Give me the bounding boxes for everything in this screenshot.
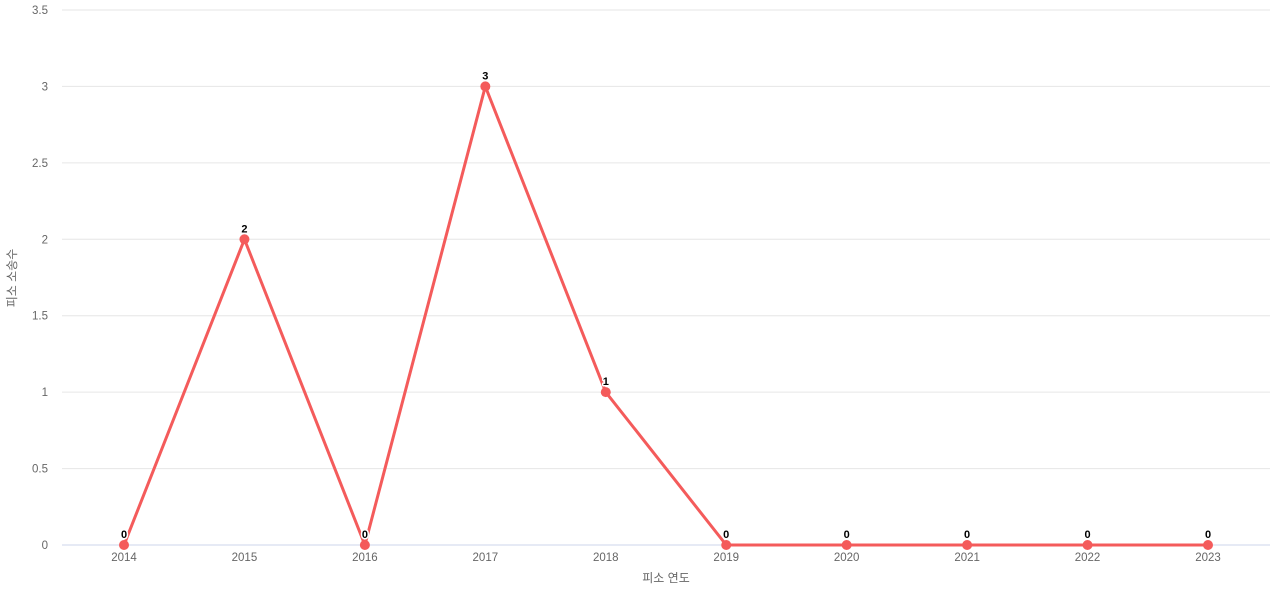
data-point-label: 0 xyxy=(964,529,970,541)
data-point-marker xyxy=(239,234,250,245)
data-point-label: 0 xyxy=(723,529,729,541)
y-tick-label: 1.5 xyxy=(32,311,48,323)
data-point-marker xyxy=(841,540,852,550)
data-point-marker xyxy=(721,540,732,550)
data-point-label: 0 xyxy=(844,529,850,541)
x-tick-label: 2014 xyxy=(111,552,137,564)
data-point-label: 0 xyxy=(1205,529,1211,541)
x-tick-label: 2021 xyxy=(954,552,980,564)
x-tick-label: 2017 xyxy=(473,552,499,564)
x-tick-label: 2019 xyxy=(713,552,739,564)
y-tick-label: 1 xyxy=(42,387,48,399)
series-line xyxy=(122,84,1210,547)
data-point-label: 0 xyxy=(1084,529,1090,541)
y-tick-label: 3.5 xyxy=(32,5,48,17)
y-tick-label: 3 xyxy=(42,81,48,93)
data-point-marker xyxy=(119,540,129,550)
y-tick-label: 0.5 xyxy=(32,464,48,476)
data-point-marker xyxy=(359,540,370,550)
gridlines-layer xyxy=(62,9,1270,546)
data-point-marker xyxy=(600,387,611,398)
series-layer xyxy=(119,81,1213,550)
data-point-marker xyxy=(480,81,491,92)
x-tick-label: 2022 xyxy=(1075,552,1101,564)
tick-labels-layer: 0 0.5 1 1.5 2 2.5 3 3.5 2014 2015 2016 2017 2018 2019… xyxy=(32,5,1221,564)
data-labels-layer: 0 2 0 3 1 0 0 0 0 0 xyxy=(119,69,1212,543)
x-tick-label: 2016 xyxy=(352,552,378,564)
data-point-label: 2 xyxy=(241,223,247,235)
x-axis-title: 피소 연도 xyxy=(642,571,690,585)
y-tick-label: 2.5 xyxy=(32,158,48,170)
x-tick-label: 2020 xyxy=(834,552,860,564)
data-point-label: 0 xyxy=(121,529,127,541)
y-axis-title: 피소 소송수 xyxy=(5,249,19,308)
y-tick-label: 0 xyxy=(42,540,48,552)
data-point-marker xyxy=(962,540,973,550)
data-point-marker xyxy=(1203,540,1213,550)
data-point-label: 3 xyxy=(482,70,488,82)
x-tick-label: 2015 xyxy=(232,552,258,564)
x-tick-label: 2023 xyxy=(1195,552,1221,564)
y-tick-label: 2 xyxy=(42,234,48,246)
data-point-label: 0 xyxy=(362,529,368,541)
x-tick-label: 2018 xyxy=(593,552,619,564)
data-point-marker xyxy=(1082,540,1093,550)
data-point-label: 1 xyxy=(603,376,609,388)
